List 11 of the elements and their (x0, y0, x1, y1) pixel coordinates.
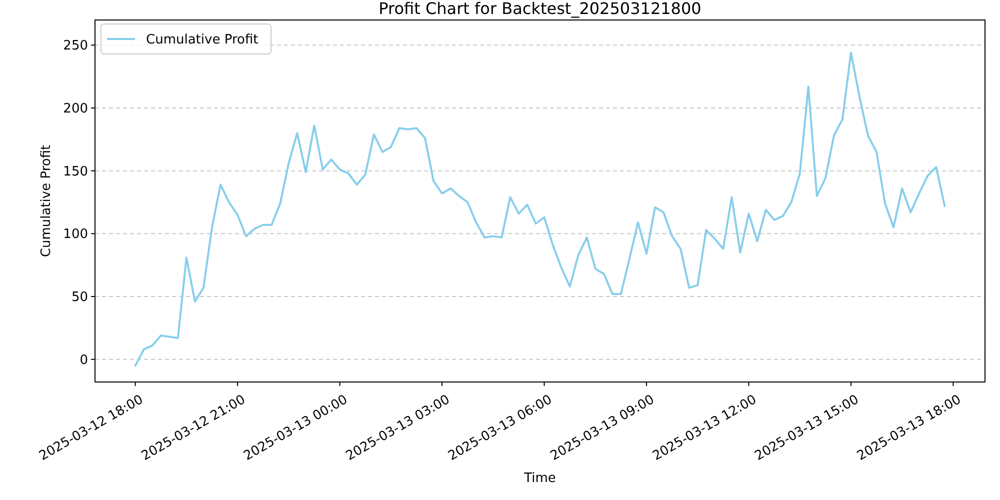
y-tick-label: 0 (80, 352, 88, 368)
y-tick-label: 150 (63, 164, 88, 180)
y-tick-label: 200 (63, 102, 88, 117)
chart-title: Profit Chart for Backtest_202503121800 (378, 0, 702, 18)
legend-label: Cumulative Profit (146, 32, 258, 48)
y-tick-label: 100 (63, 227, 88, 242)
x-axis-title: Time (523, 471, 556, 486)
y-axis-title: Cumulative Profit (39, 144, 54, 258)
y-tick-label: 250 (63, 38, 88, 54)
y-tick-label: 50 (71, 290, 88, 306)
line-series (134, 52, 946, 367)
